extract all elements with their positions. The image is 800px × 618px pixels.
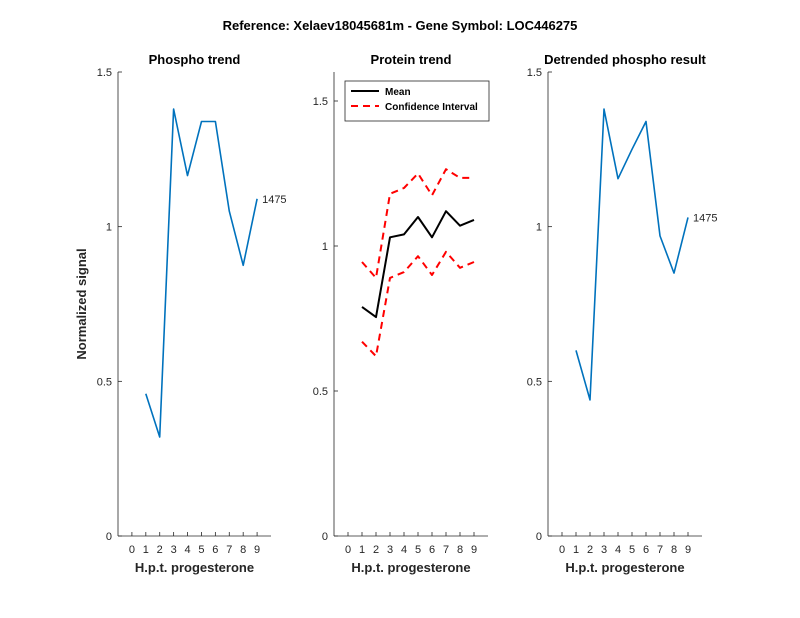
panel-3-x-tick-label: 1: [573, 544, 579, 556]
panel-1-y-label: Normalized signal: [74, 248, 89, 359]
panel-1-x-tick-label: 3: [171, 544, 177, 556]
panel-2-y-tick-label: 1: [322, 241, 328, 253]
panel-1-x-tick-label: 9: [254, 544, 260, 556]
panel-2-x-label: H.p.t. progesterone: [351, 560, 470, 575]
panel-1-x-label: H.p.t. progesterone: [135, 560, 254, 575]
panel-3-y-tick-label: 1.5: [527, 67, 542, 79]
panel-3-x-tick-label: 9: [685, 544, 691, 556]
panel-1-y-tick-label: 1.5: [97, 67, 112, 79]
panel-3-series-line-1: [575, 108, 689, 401]
panel-2-x-tick-label: 0: [345, 544, 351, 556]
panel-2-title: Protein trend: [371, 52, 452, 67]
panel-2-series-line-3: [361, 250, 475, 358]
panel-1-title: Phospho trend: [149, 52, 241, 67]
panel-1-x-tick-label: 0: [129, 544, 135, 556]
panel-2-y-tick-label: 1.5: [313, 96, 328, 108]
panel-2-x-tick-label: 5: [415, 544, 421, 556]
legend-label: Confidence Interval: [385, 102, 478, 113]
panel-2-x-tick-label: 1: [359, 544, 365, 556]
panel-1-data-label: 1475: [262, 194, 286, 206]
panel-3-title: Detrended phospho result: [544, 52, 706, 67]
panel-1-y-tick-label: 1: [106, 222, 112, 234]
panel-3-y-tick-label: 0: [536, 531, 542, 543]
panel-2-y-tick-label: 0: [322, 531, 328, 543]
panel-3-x-tick-label: 7: [657, 544, 663, 556]
panel-3-y-tick-label: 1: [536, 222, 542, 234]
panel-3-y-tick-label: 0.5: [527, 376, 542, 388]
panel-1-x-tick-label: 2: [157, 544, 163, 556]
panel-1-series-line-1: [145, 108, 258, 438]
panel-1-x-tick-label: 1: [143, 544, 149, 556]
figure-title: Reference: Xelaev18045681m - Gene Symbol…: [223, 18, 578, 33]
panel-1-y-tick-label: 0.5: [97, 376, 112, 388]
panel-3-x-tick-label: 5: [629, 544, 635, 556]
panel-3-x-tick-label: 8: [671, 544, 677, 556]
panel-2-x-tick-label: 4: [401, 544, 407, 556]
panel-1-x-tick-label: 4: [184, 544, 190, 556]
panel-1-x-tick-label: 6: [212, 544, 218, 556]
panel-3-x-tick-label: 3: [601, 544, 607, 556]
panel-2-x-tick-label: 2: [373, 544, 379, 556]
panel-1-x-tick-label: 7: [226, 544, 232, 556]
panel-2-y-tick-label: 0.5: [313, 386, 328, 398]
panel-2-x-tick-label: 6: [429, 544, 435, 556]
panel-3-data-label: 1475: [693, 212, 717, 224]
panel-1-x-tick-label: 8: [240, 544, 246, 556]
panel-3-x-label: H.p.t. progesterone: [565, 560, 684, 575]
panel-2-x-tick-label: 7: [443, 544, 449, 556]
panel-1-x-tick-label: 5: [198, 544, 204, 556]
panel-3-x-tick-label: 4: [615, 544, 621, 556]
panel-2-x-tick-label: 3: [387, 544, 393, 556]
panel-3-x-tick-label: 2: [587, 544, 593, 556]
panel-2-x-tick-label: 8: [457, 544, 463, 556]
legend-box: [344, 80, 490, 122]
legend-label: Mean: [385, 87, 411, 98]
panel-2-legend: Mean Confidence Interval: [344, 80, 490, 122]
panel-2-x-tick-label: 9: [471, 544, 477, 556]
panel-3-x-tick-label: 6: [643, 544, 649, 556]
panel-2-series-line-1: [361, 210, 475, 319]
panel-2-series-line-2: [361, 168, 474, 279]
panel-3-x-tick-label: 0: [559, 544, 565, 556]
panel-1-y-tick-label: 0: [106, 531, 112, 543]
